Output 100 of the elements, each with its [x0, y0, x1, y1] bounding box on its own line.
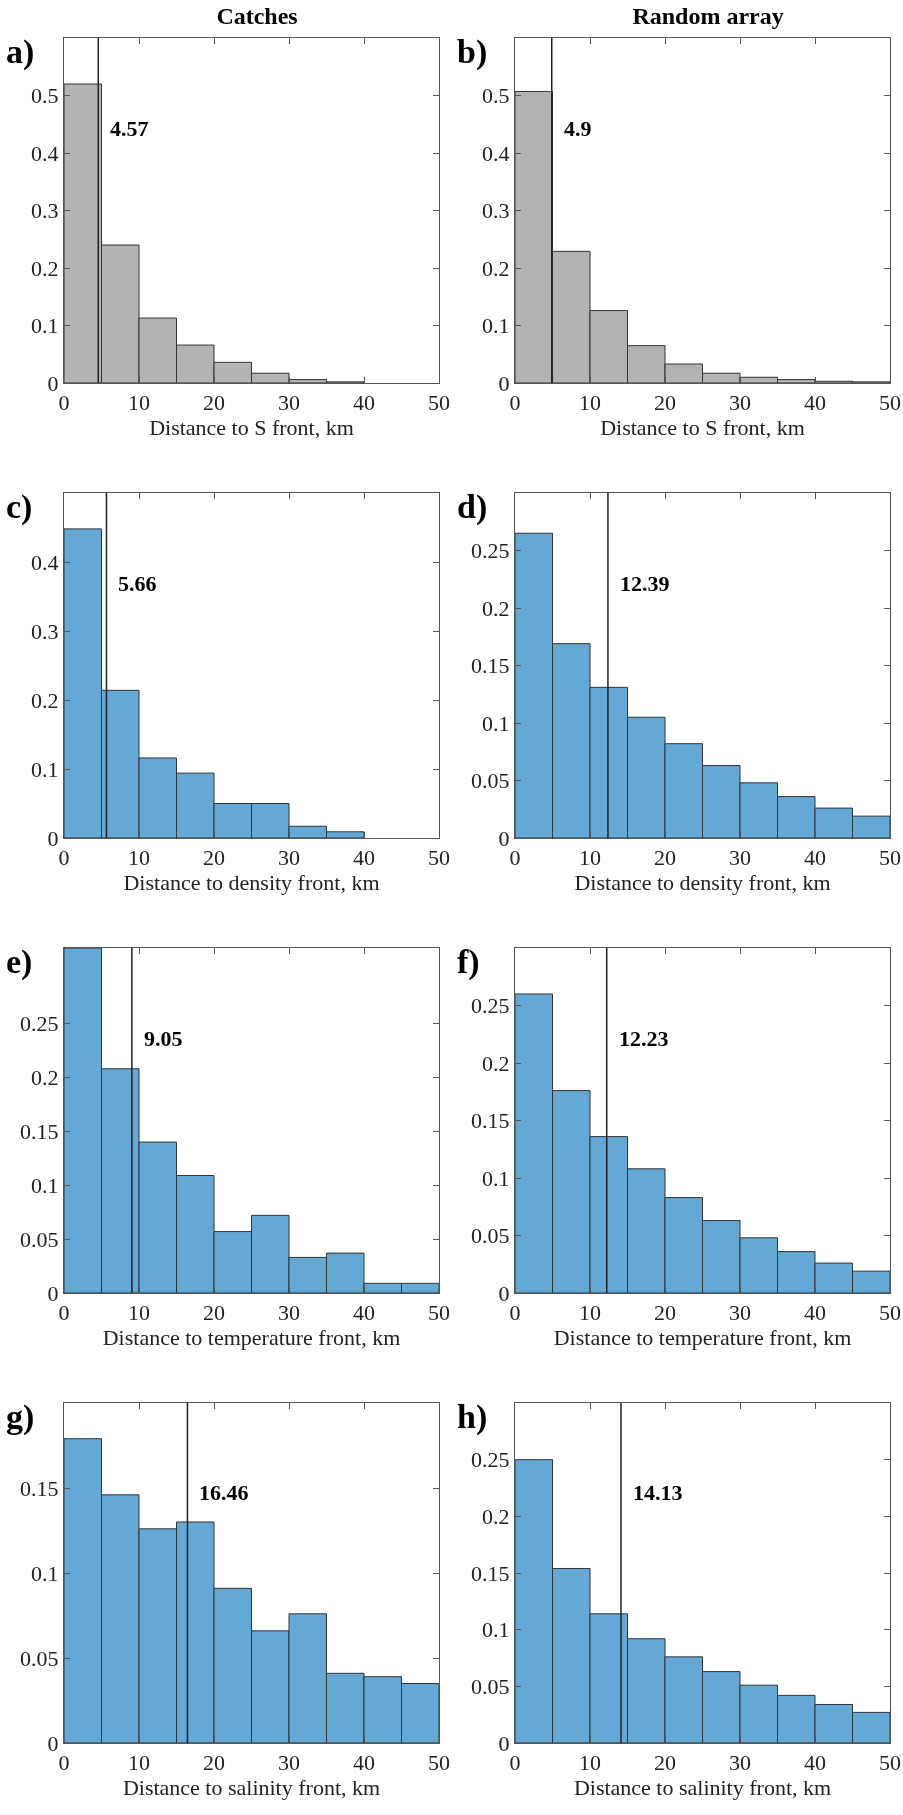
chart-title: Random array: [632, 2, 784, 29]
x-axis-title: Distance to salinity front, km: [573, 1775, 832, 1801]
y-tick-label: 0: [498, 825, 510, 851]
y-tick-label: 0.15: [471, 653, 510, 679]
y-tick-label: 0.15: [20, 1118, 59, 1144]
x-tick-label: 40: [353, 1300, 375, 1326]
y-tick-label: 0.05: [471, 1674, 510, 1700]
text: e): [6, 943, 33, 981]
x-tick-label: 20: [203, 845, 225, 871]
y-tick-label: 0.25: [471, 1447, 510, 1473]
x-axis-title: Distance to S front, km: [600, 415, 805, 441]
y-tick-label: 0.5: [31, 83, 59, 109]
x-tick-label: 30: [729, 1750, 751, 1776]
text: d): [457, 488, 488, 526]
y-tick-label: 0: [498, 370, 510, 396]
y-tick-label: 0.05: [20, 1645, 59, 1671]
x-tick-label: 30: [729, 390, 751, 416]
ref-line-label: 16.46: [199, 1480, 249, 1505]
y-tick-label: 0: [47, 825, 59, 851]
x-tick-label: 50: [428, 845, 450, 871]
x-tick-label: 20: [203, 390, 225, 416]
x-tick-label: 10: [579, 390, 601, 416]
x-tick-label: 50: [428, 1750, 450, 1776]
y-tick-label: 0.3: [31, 198, 59, 224]
x-axis-title: Distance to density front, km: [123, 870, 380, 896]
x-tick-label: 50: [428, 1300, 450, 1326]
y-tick-label: 0.1: [31, 313, 59, 339]
text: c): [6, 488, 33, 526]
y-tick-label: 0: [498, 1730, 510, 1756]
x-tick-label: 10: [579, 845, 601, 871]
x-tick-label: 40: [804, 1300, 826, 1326]
y-tick-label: 0: [498, 1280, 510, 1306]
x-tick-label: 30: [729, 845, 751, 871]
y-tick-label: 0.2: [482, 1504, 510, 1530]
y-tick-label: 0.1: [482, 313, 510, 339]
y-tick-label: 0.1: [31, 1172, 59, 1198]
x-axis-title: Distance to salinity front, km: [122, 1775, 381, 1801]
y-tick-label: 0.05: [20, 1226, 59, 1252]
y-tick-label: 0.2: [482, 255, 510, 281]
y-tick-label: 0.2: [31, 687, 59, 713]
text: h): [457, 1398, 488, 1436]
x-tick-label: 50: [879, 1300, 901, 1326]
y-tick-label: 0.4: [31, 549, 59, 575]
y-tick-label: 0: [47, 1280, 59, 1306]
x-tick-label: 20: [654, 1750, 676, 1776]
y-tick-label: 0.15: [471, 1560, 510, 1586]
x-axis-title: Distance to density front, km: [574, 870, 831, 896]
x-tick-label: 30: [278, 1300, 300, 1326]
y-tick-label: 0: [47, 1730, 59, 1756]
x-tick-label: 30: [278, 390, 300, 416]
y-tick-label: 0.05: [471, 768, 510, 794]
x-tick-label: 10: [128, 1750, 150, 1776]
x-tick-label: 10: [579, 1300, 601, 1326]
x-tick-label: 20: [654, 845, 676, 871]
text: f): [457, 943, 480, 981]
y-tick-label: 0: [47, 370, 59, 396]
x-tick-label: 20: [203, 1300, 225, 1326]
x-axis-title: Distance to temperature front, km: [553, 1325, 852, 1351]
y-tick-label: 0.1: [482, 710, 510, 736]
y-tick-label: 0.15: [20, 1475, 59, 1501]
text: a): [6, 33, 35, 71]
x-tick-label: 40: [804, 845, 826, 871]
y-tick-label: 0.05: [471, 1223, 510, 1249]
ref-line-label: 4.57: [110, 116, 149, 141]
y-tick-label: 0.4: [482, 140, 510, 166]
x-tick-label: 50: [428, 390, 450, 416]
text: b): [457, 33, 488, 71]
x-axis-title: Distance to temperature front, km: [102, 1325, 401, 1351]
x-tick-label: 30: [729, 1300, 751, 1326]
ref-line-label: 4.9: [564, 116, 592, 141]
x-tick-label: 40: [353, 1750, 375, 1776]
x-tick-label: 10: [128, 390, 150, 416]
y-tick-label: 0.3: [31, 618, 59, 644]
chart-title: Catches: [216, 2, 298, 29]
y-tick-label: 0.1: [482, 1617, 510, 1643]
x-tick-label: 40: [804, 390, 826, 416]
y-tick-label: 0.2: [482, 1050, 510, 1076]
y-tick-label: 0.25: [471, 538, 510, 564]
ref-line-label: 12.23: [619, 1026, 669, 1051]
x-axis-title: Distance to S front, km: [149, 415, 354, 441]
y-tick-label: 0.1: [482, 1165, 510, 1191]
x-tick-label: 20: [203, 1750, 225, 1776]
y-tick-label: 0.1: [31, 756, 59, 782]
text: g): [6, 1398, 35, 1436]
y-tick-label: 0.5: [482, 83, 510, 109]
x-tick-label: 40: [353, 845, 375, 871]
x-tick-label: 30: [278, 1750, 300, 1776]
ref-line-label: 5.66: [118, 571, 157, 596]
y-tick-label: 0.25: [20, 1011, 59, 1037]
x-tick-label: 20: [654, 390, 676, 416]
x-tick-label: 50: [879, 390, 901, 416]
y-tick-label: 0.1: [31, 1560, 59, 1586]
y-tick-label: 0.3: [482, 198, 510, 224]
y-tick-label: 0.4: [31, 140, 59, 166]
x-tick-label: 10: [128, 1300, 150, 1326]
y-tick-label: 0.25: [471, 993, 510, 1019]
x-tick-label: 40: [353, 390, 375, 416]
y-tick-label: 0.2: [31, 1065, 59, 1091]
y-tick-label: 0.15: [471, 1108, 510, 1134]
x-tick-label: 50: [879, 1750, 901, 1776]
